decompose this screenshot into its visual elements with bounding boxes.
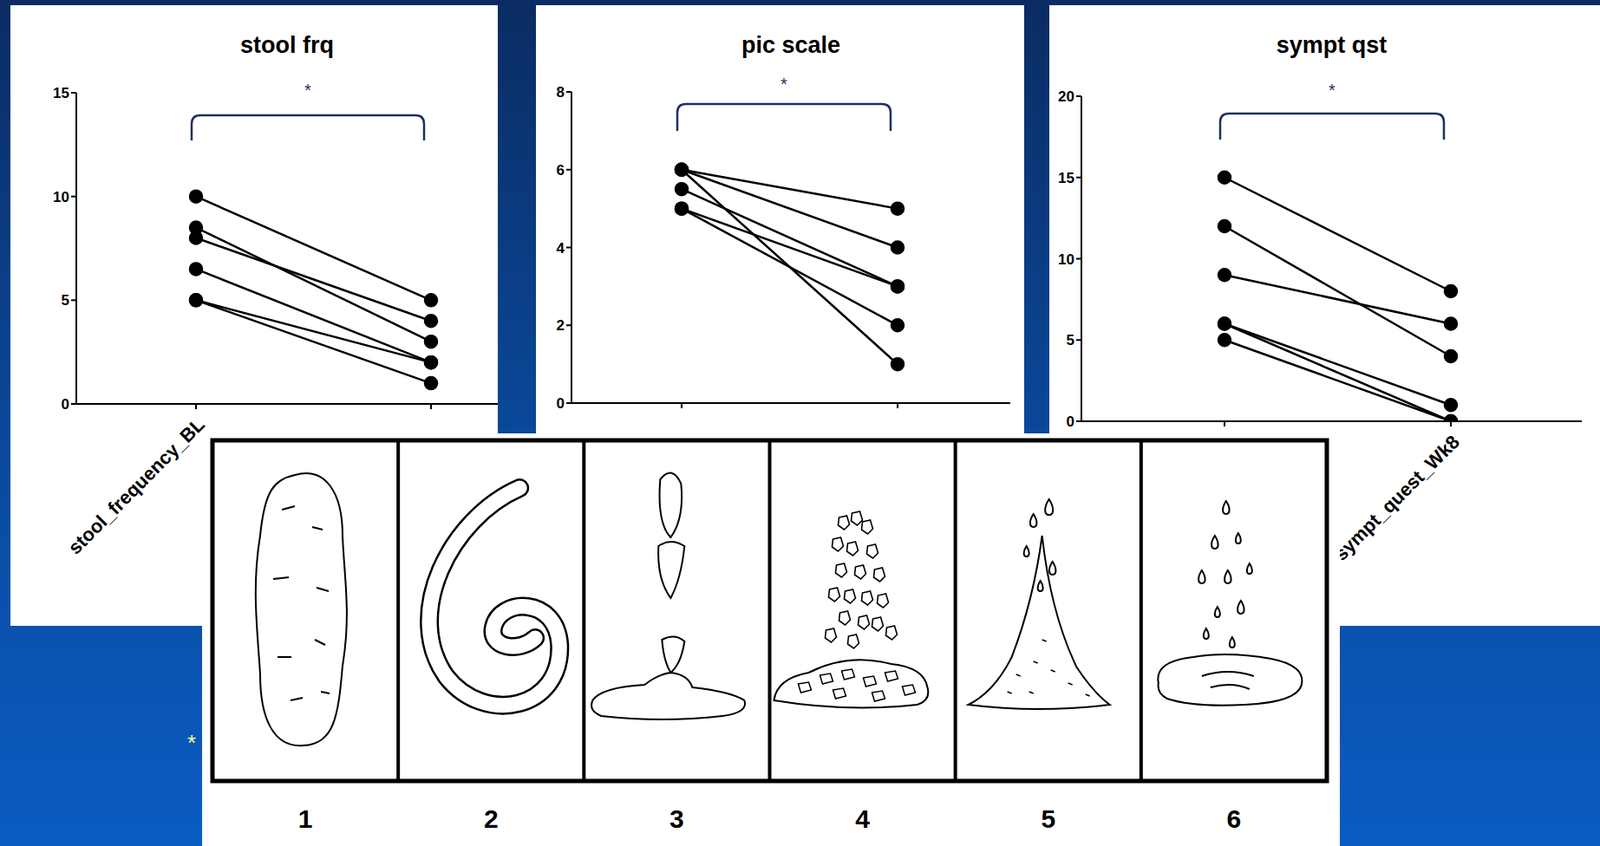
svg-text:6: 6 xyxy=(1227,804,1242,834)
svg-text:6: 6 xyxy=(556,162,565,179)
svg-text:2: 2 xyxy=(556,317,565,334)
svg-text:4: 4 xyxy=(855,804,870,834)
svg-text:stool_frequency_BL: stool_frequency_BL xyxy=(64,413,209,559)
svg-text:*: * xyxy=(780,74,788,94)
svg-text:*: * xyxy=(304,80,312,100)
svg-text:15: 15 xyxy=(52,84,70,102)
svg-text:20: 20 xyxy=(1057,88,1075,105)
svg-text:*: * xyxy=(1328,80,1336,100)
svg-text:sympt_quest_Wk8: sympt_quest_Wk8 xyxy=(1330,431,1464,565)
svg-text:15: 15 xyxy=(1057,169,1075,187)
svg-text:0: 0 xyxy=(556,395,565,412)
svg-text:1: 1 xyxy=(298,804,314,834)
svg-text:5: 5 xyxy=(1066,332,1075,349)
svg-text:0: 0 xyxy=(61,396,70,413)
svg-text:2: 2 xyxy=(483,804,499,834)
svg-text:10: 10 xyxy=(52,189,70,206)
svg-text:8: 8 xyxy=(556,84,565,101)
svg-text:3: 3 xyxy=(669,804,685,834)
svg-text:10: 10 xyxy=(1057,251,1075,268)
svg-text:5: 5 xyxy=(1040,804,1056,834)
svg-text:0: 0 xyxy=(1066,413,1075,431)
html-text:stool frq: stool frq xyxy=(240,31,334,58)
html-text:sympt qst: sympt qst xyxy=(1276,31,1387,58)
html-text:pic scale: pic scale xyxy=(741,31,841,58)
svg-text:4: 4 xyxy=(556,240,566,257)
svg-text:5: 5 xyxy=(61,292,70,309)
